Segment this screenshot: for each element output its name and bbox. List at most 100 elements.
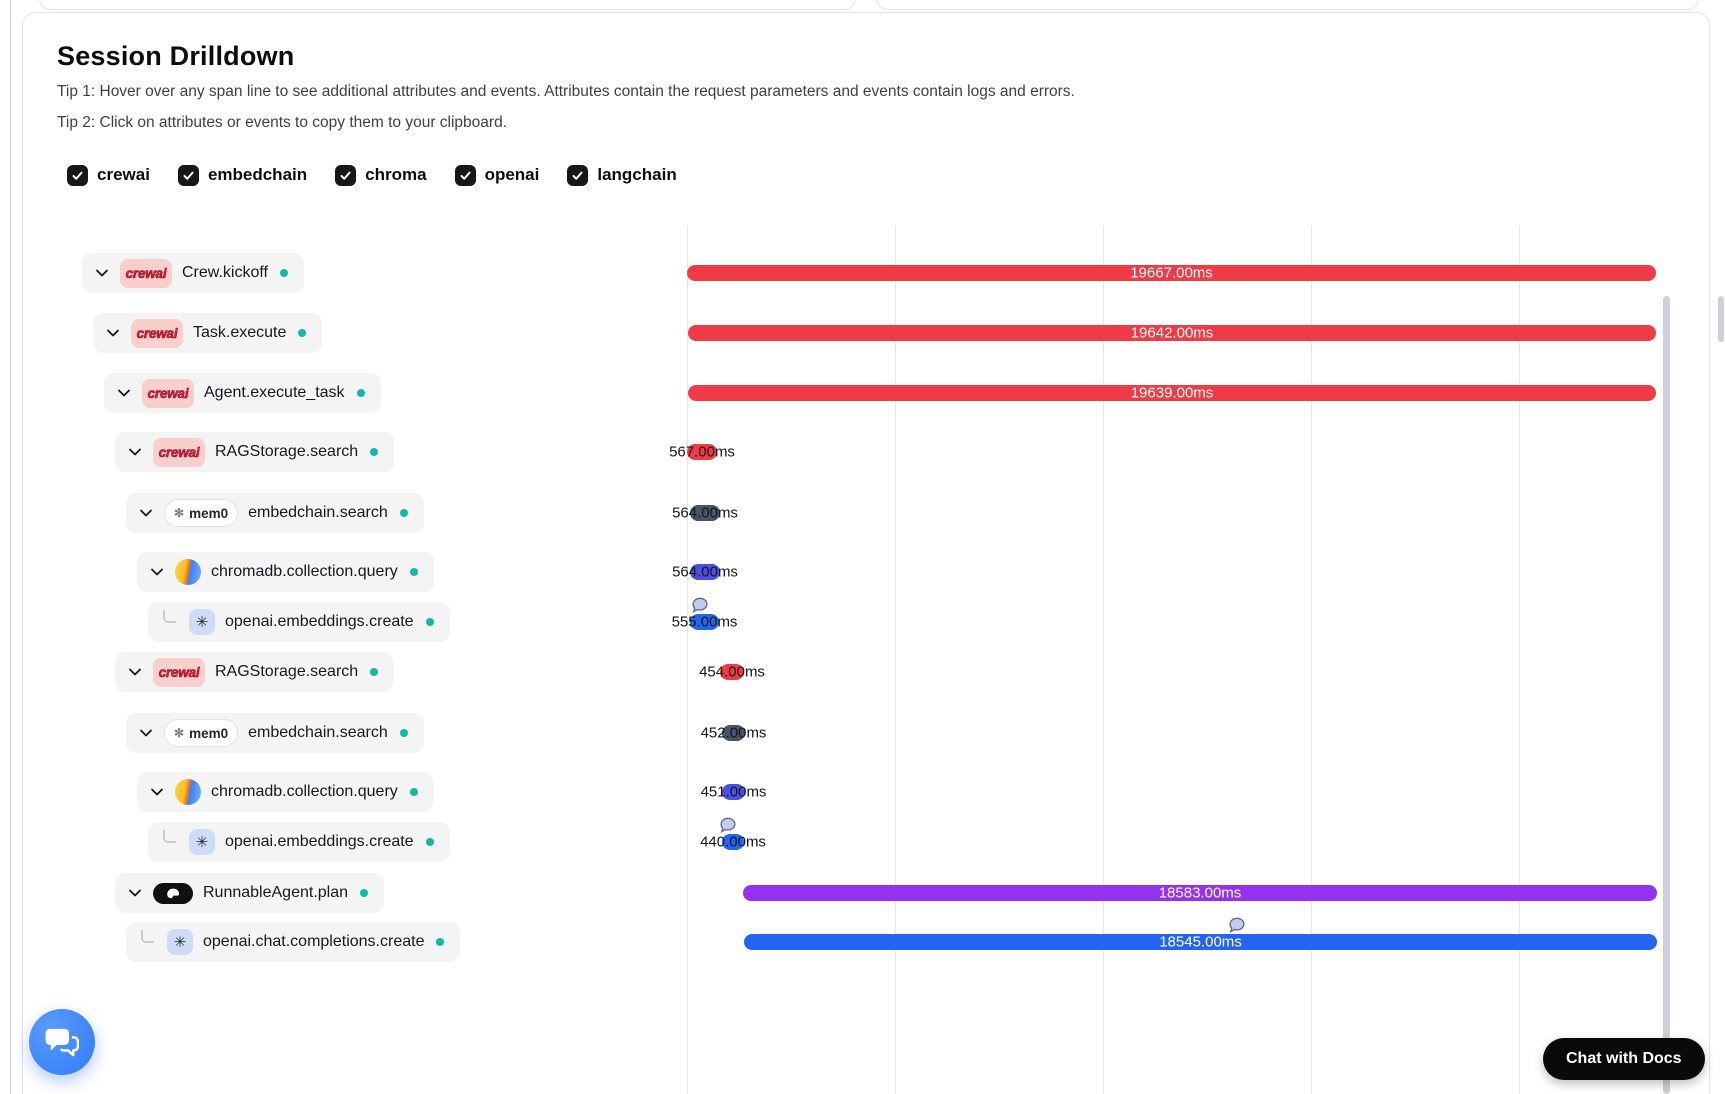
span-duration-bar[interactable] [687,265,1656,281]
span-row[interactable]: RunnableAgent.plan [115,873,385,913]
filter-label: openai [484,165,540,185]
span-row[interactable]: ✻ mem0 embedchain.search [126,493,424,533]
span-name: RAGStorage.search [215,663,359,680]
span-duration-bar[interactable] [687,444,717,460]
chevron-down-icon[interactable] [149,564,165,580]
filter-label: langchain [597,165,677,185]
duration-label: 19639.00ms [1130,384,1214,402]
duration-label: 564.00ms [672,504,738,522]
filter-chroma[interactable]: chroma [335,164,427,186]
duration-label: 18545.00ms [1159,933,1242,951]
event-bubble-icon[interactable] [692,597,709,613]
span-name: RunnableAgent.plan [203,884,349,901]
span-row[interactable]: crewai RAGStorage.search [115,432,395,472]
chevron-down-icon[interactable] [127,444,143,460]
duration-label: 555.00ms [671,613,738,631]
checkbox-crewai[interactable] [67,164,88,186]
span-row[interactable]: ✻ mem0 embedchain.search [126,713,424,753]
chevron-down-icon[interactable] [138,725,154,741]
tree-connector-icon [163,829,176,843]
openai-logo: ✳ [189,609,215,635]
top-card-left [39,0,856,10]
span-duration-bar[interactable] [744,934,1657,950]
checkbox-chroma[interactable] [335,164,357,186]
chevron-down-icon[interactable] [116,385,132,401]
chat-widget-button[interactable] [29,1009,95,1075]
tree-connector-icon [163,609,176,623]
span-name: RAGStorage.search [215,443,359,460]
duration-label: 567.00ms [669,443,735,461]
chevron-down-icon[interactable] [127,885,143,901]
span-row[interactable]: ✳ openai.embeddings.create [148,822,450,862]
span-duration-bar[interactable] [688,385,1656,401]
tip-2: Tip 2: Click on attributes or events to … [57,114,507,132]
openai-logo: ✳ [167,929,193,955]
span-duration-bar[interactable] [690,614,719,630]
filter-embedchain[interactable]: embedchain [177,164,308,186]
span-name: embedchain.search [248,724,388,741]
waterfall-scrollbar-thumb[interactable] [1663,296,1670,1094]
span-duration-bar[interactable] [722,725,745,741]
crewai-logo: crewai [120,258,172,288]
chevron-down-icon[interactable] [105,325,121,341]
timeline-gridline [895,226,896,1094]
status-dot [399,729,408,737]
filter-crewai[interactable]: crewai [67,164,150,186]
span-name: Task.execute [193,324,287,341]
filter-label: crewai [97,165,150,185]
timeline-gridline [1103,226,1104,1094]
filter-label: embedchain [207,165,308,185]
span-duration-bar[interactable] [722,784,745,800]
status-dot [399,509,408,517]
event-bubble-icon[interactable] [1229,917,1246,933]
timeline-gridline [1311,226,1312,1094]
page-scrollbar-thumb[interactable] [1718,296,1724,342]
duration-label: 454.00ms [699,663,765,681]
event-bubble-icon[interactable] [720,817,737,833]
span-duration-bar[interactable] [690,564,720,580]
span-row[interactable]: chromadb.collection.query [137,772,434,812]
span-row[interactable]: crewai Agent.execute_task [104,373,381,413]
chevron-down-icon[interactable] [94,265,110,281]
status-dot [370,668,379,676]
mem0-flower-icon: ✻ [174,506,185,520]
span-name: openai.embeddings.create [225,613,414,630]
status-dot [425,618,434,626]
span-name: openai.chat.completions.create [203,933,425,950]
span-row[interactable]: crewai Crew.kickoff [82,253,304,293]
span-row[interactable]: crewai Task.execute [93,313,323,353]
span-duration-bar[interactable] [722,834,744,850]
filter-label: chroma [365,165,427,185]
chevron-down-icon[interactable] [138,505,154,521]
tip-1: Tip 1: Hover over any span line to see a… [57,83,1075,100]
span-duration-bar[interactable] [688,325,1656,341]
filter-openai[interactable]: openai [454,164,540,186]
span-row[interactable]: ✳ openai.embeddings.create [148,602,450,642]
span-row[interactable]: ✳ openai.chat.completions.create [126,922,461,962]
status-dot [409,568,418,576]
chat-with-docs-button[interactable]: Chat with Docs [1543,1038,1705,1080]
checkbox-openai[interactable] [454,164,476,186]
chat-bubbles-icon [45,1027,80,1057]
status-dot [409,788,418,796]
mem0-flower-icon: ✻ [174,726,185,740]
span-duration-bar[interactable] [743,885,1657,901]
span-row[interactable]: chromadb.collection.query [137,552,434,592]
span-name: Agent.execute_task [204,384,345,401]
span-duration-bar[interactable] [720,664,744,680]
duration-label: 19667.00ms [1130,264,1213,282]
span-name: chromadb.collection.query [211,783,398,800]
duration-label: 19642.00ms [1130,324,1214,342]
span-row[interactable]: crewai RAGStorage.search [115,652,395,692]
chevron-down-icon[interactable] [127,664,143,680]
mem0-logo: ✻ mem0 [164,719,239,747]
status-dot [360,889,369,897]
chevron-down-icon[interactable] [149,784,165,800]
checkbox-embedchain[interactable] [177,164,199,186]
filter-langchain[interactable]: langchain [567,164,677,186]
span-duration-bar[interactable] [690,505,720,521]
checkbox-langchain[interactable] [567,164,589,186]
chroma-logo [175,779,201,805]
